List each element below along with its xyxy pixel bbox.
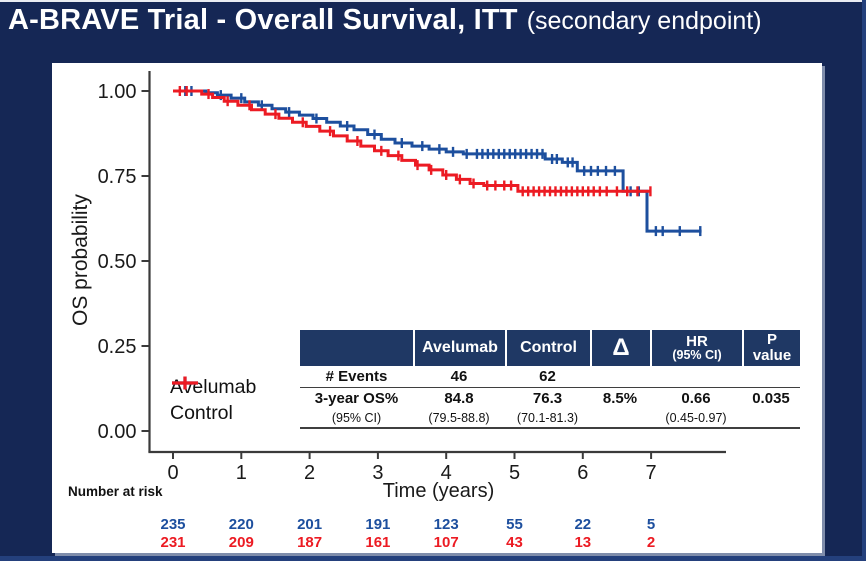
legend-label-avelumab: Avelumab bbox=[170, 375, 257, 398]
row-3year-os: 3-year OS% 84.8 76.3 8.5% 0.66 0.035 bbox=[300, 388, 800, 410]
risk-count-avelumab: 123 bbox=[434, 516, 459, 533]
risk-count-control: 187 bbox=[297, 534, 322, 551]
row-events-label: # Events bbox=[325, 367, 388, 385]
title-secondary: (secondary endpoint) bbox=[526, 7, 762, 35]
header-cell-empty bbox=[300, 330, 413, 366]
x-tick-label: 0 bbox=[167, 462, 178, 484]
row-95ci: (95% CI) (79.5-88.8) (70.1-81.3) (0.45-0… bbox=[300, 410, 800, 427]
header-cell-avelumab: Avelumab bbox=[413, 330, 505, 366]
risk-count-control: 209 bbox=[229, 534, 254, 551]
risk-count-control: 231 bbox=[160, 534, 185, 551]
ci-hr: (0.45-0.97) bbox=[665, 410, 727, 425]
os-control: 76.3 bbox=[532, 390, 563, 408]
risk-count-avelumab: 191 bbox=[365, 516, 390, 533]
title-main: A-BRAVE Trial - Overall Survival, ITT bbox=[8, 4, 518, 36]
risk-count-control: 13 bbox=[574, 534, 591, 551]
censor-plus-icon bbox=[172, 376, 198, 390]
y-tick-label: 0.25 bbox=[98, 336, 137, 358]
hr-label: HR bbox=[686, 332, 708, 350]
p-value-label: value bbox=[752, 347, 792, 364]
x-tick-label: 2 bbox=[304, 462, 315, 484]
events-control: 62 bbox=[539, 367, 556, 385]
top-edge-strip bbox=[0, 0, 866, 2]
number-at-risk-label: Number at risk bbox=[68, 484, 163, 499]
header-cell-pvalue: P value bbox=[742, 330, 800, 366]
y-axis-label: OS probability bbox=[69, 194, 92, 326]
risk-count-avelumab: 201 bbox=[297, 516, 322, 533]
results-table-header: Avelumab Control Δ HR (95% CI) P value bbox=[300, 330, 800, 366]
legend-item-control: Control bbox=[170, 376, 256, 426]
os-hr: 0.66 bbox=[681, 390, 711, 408]
ci-avelumab: (79.5-88.8) bbox=[428, 410, 490, 425]
legend: Avelumab Control bbox=[170, 374, 256, 426]
x-tick-label: 4 bbox=[441, 462, 452, 484]
risk-count-avelumab: 220 bbox=[229, 516, 254, 533]
x-tick-label: 5 bbox=[509, 462, 520, 484]
row-events: # Events 46 62 bbox=[300, 366, 800, 387]
y-tick-label: 1.00 bbox=[98, 81, 137, 103]
x-tick-label: 3 bbox=[372, 462, 383, 484]
risk-count-control: 43 bbox=[506, 534, 523, 551]
events-avelumab: 46 bbox=[450, 367, 468, 385]
row-os-label: 3-year OS% bbox=[314, 390, 399, 408]
bottom-edge-strip bbox=[0, 556, 866, 561]
os-delta: 8.5% bbox=[602, 390, 638, 408]
risk-count-avelumab: 22 bbox=[574, 516, 591, 533]
right-edge-strip bbox=[862, 0, 866, 561]
slide-title: A-BRAVE Trial - Overall Survival, ITT (s… bbox=[8, 4, 860, 37]
km-curve-control bbox=[173, 89, 652, 193]
x-axis-label: Time (years) bbox=[382, 480, 495, 502]
km-curve-avelumab bbox=[173, 89, 702, 233]
y-tick-label: 0.75 bbox=[98, 166, 137, 188]
risk-count-control: 2 bbox=[647, 534, 655, 551]
header-cell-delta: Δ bbox=[590, 330, 650, 366]
header-cell-control: Control bbox=[505, 330, 590, 366]
hr-ci-label: (95% CI) bbox=[672, 348, 722, 363]
risk-count-avelumab: 235 bbox=[160, 516, 185, 533]
table-bottom-rule bbox=[300, 427, 800, 429]
x-tick-label: 1 bbox=[236, 462, 247, 484]
ci-control: (70.1-81.3) bbox=[516, 410, 579, 425]
x-tick-label: 6 bbox=[577, 462, 588, 484]
y-tick-label: 0.50 bbox=[98, 251, 137, 273]
results-table: Avelumab Control Δ HR (95% CI) P value #… bbox=[300, 330, 800, 429]
y-tick-label: 0.00 bbox=[98, 421, 137, 443]
risk-count-avelumab: 55 bbox=[506, 516, 523, 533]
row-ci-label: (95% CI) bbox=[331, 410, 382, 425]
os-avelumab: 84.8 bbox=[444, 390, 474, 408]
risk-count-control: 161 bbox=[365, 534, 390, 551]
table-divider bbox=[300, 387, 800, 388]
x-tick-label: 7 bbox=[646, 462, 657, 484]
header-cell-hr: HR (95% CI) bbox=[650, 330, 742, 366]
km-plot-panel: 1.00 0.75 0.50 0.25 0.00 0 1 2 3 4 5 6 7 235 220 201 191… bbox=[52, 63, 822, 553]
os-pvalue: 0.035 bbox=[752, 390, 790, 408]
risk-count-control: 107 bbox=[434, 534, 459, 551]
legend-label-control: Control bbox=[170, 401, 233, 424]
risk-count-avelumab: 5 bbox=[647, 516, 655, 533]
p-label: P bbox=[766, 331, 777, 349]
